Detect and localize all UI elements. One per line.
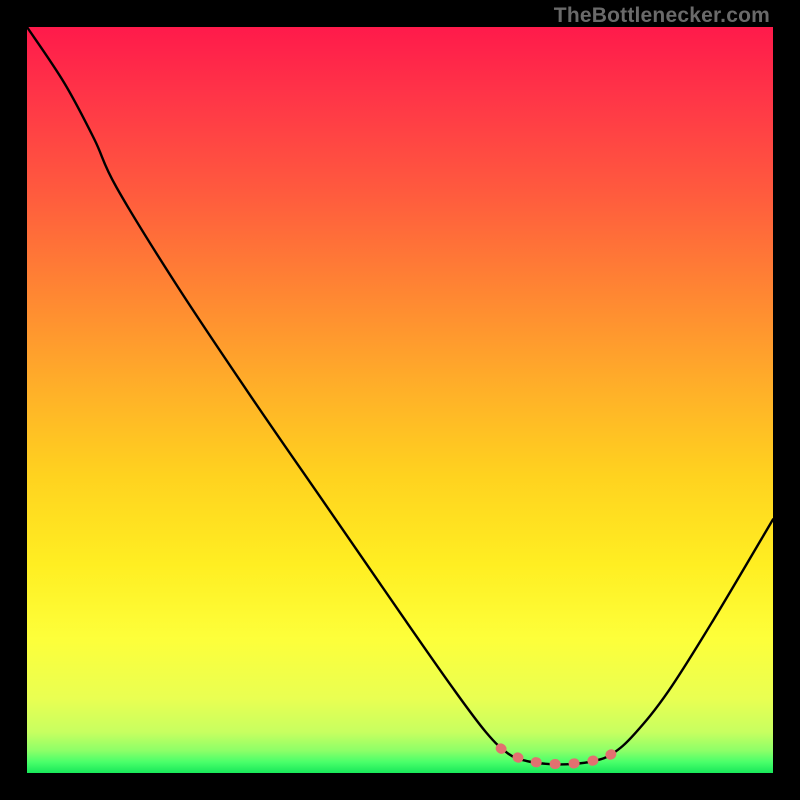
watermark-text: TheBottlenecker.com bbox=[554, 4, 770, 28]
curve-layer bbox=[27, 27, 773, 773]
bottleneck-dots bbox=[501, 744, 626, 764]
bottleneck-curve bbox=[27, 27, 773, 764]
plot-area bbox=[27, 27, 773, 773]
chart-container: TheBottlenecker.com bbox=[0, 0, 800, 800]
